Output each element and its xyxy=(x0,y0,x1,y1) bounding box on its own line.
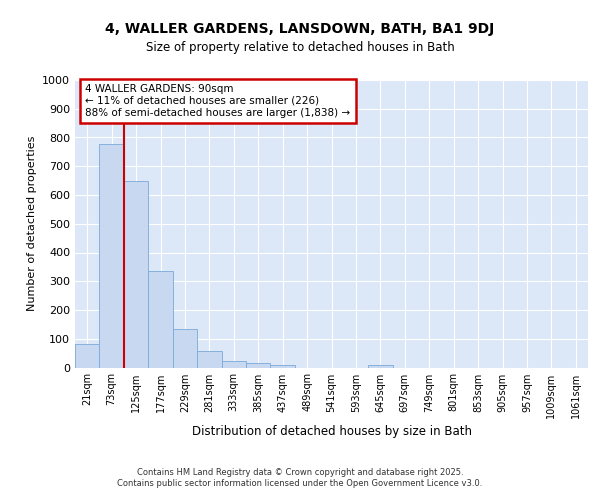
Text: Contains HM Land Registry data © Crown copyright and database right 2025.
Contai: Contains HM Land Registry data © Crown c… xyxy=(118,468,482,487)
X-axis label: Distribution of detached houses by size in Bath: Distribution of detached houses by size … xyxy=(191,424,472,438)
Y-axis label: Number of detached properties: Number of detached properties xyxy=(26,136,37,312)
Text: 4 WALLER GARDENS: 90sqm
← 11% of detached houses are smaller (226)
88% of semi-d: 4 WALLER GARDENS: 90sqm ← 11% of detache… xyxy=(85,84,350,117)
Text: Size of property relative to detached houses in Bath: Size of property relative to detached ho… xyxy=(146,41,454,54)
Bar xyxy=(368,364,392,368)
Bar xyxy=(100,144,124,368)
Bar xyxy=(221,361,246,368)
Bar xyxy=(148,271,173,368)
Bar xyxy=(271,365,295,368)
Bar xyxy=(75,344,100,368)
Bar xyxy=(197,351,221,368)
Text: 4, WALLER GARDENS, LANSDOWN, BATH, BA1 9DJ: 4, WALLER GARDENS, LANSDOWN, BATH, BA1 9… xyxy=(106,22,494,36)
Bar xyxy=(246,363,271,368)
Bar xyxy=(124,181,148,368)
Bar xyxy=(173,328,197,368)
